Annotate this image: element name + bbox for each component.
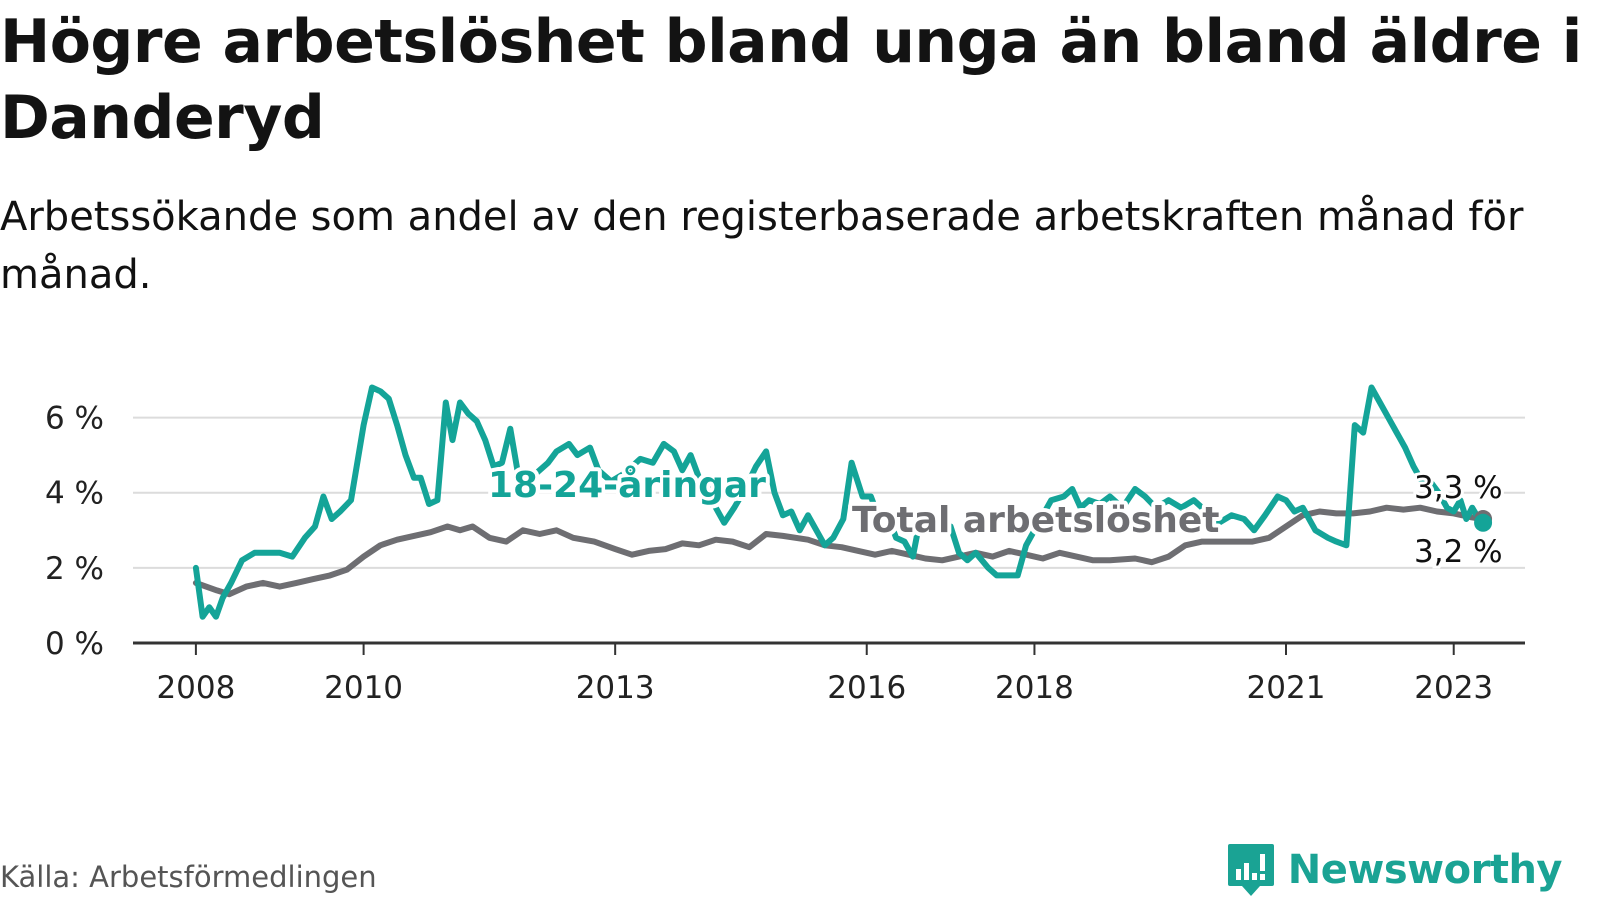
series-line-total	[192, 504, 1487, 598]
x-tick-label: 2016	[827, 670, 906, 706]
end-label-total: 3,2 %	[1414, 534, 1503, 570]
newsworthy-logo-icon	[1227, 844, 1274, 896]
y-tick-label: 2 %	[45, 551, 104, 587]
y-axis: 0 % 2 % 4 % 6 %	[45, 401, 104, 662]
series-label-youth: 18-24-åringar	[488, 465, 766, 506]
source-note: Källa: Arbetsförmedlingen	[0, 860, 377, 894]
chart-title: Högre arbetslöshet bland unga än bland ä…	[0, 7, 1582, 153]
chart-subtitle: Arbetssökande som andel av den registerb…	[0, 194, 1524, 298]
x-tick-label: 2010	[324, 670, 403, 706]
line-chart: 0 % 2 % 4 % 6 % 2008 2010 2013 2016 2018 2021 202…	[45, 384, 1525, 706]
series-labels: 18-24-åringar Total arbetslöshet 3,3 % 3,2 …	[484, 461, 1506, 573]
y-tick-label: 0 %	[45, 626, 104, 662]
series-lines	[192, 384, 1493, 620]
y-tick-label: 4 %	[45, 476, 104, 512]
brand-logo[interactable]: Newsworthy	[1226, 842, 1563, 898]
x-tick-label: 2018	[995, 670, 1074, 706]
series-line-youth	[192, 384, 1487, 620]
end-label-youth: 3,3 %	[1414, 470, 1503, 506]
y-tick-label: 6 %	[45, 401, 104, 437]
x-axis: 2008 2010 2013 2016 2018 2021 2023	[133, 641, 1525, 706]
x-tick-label: 2021	[1247, 670, 1326, 706]
series-label-total: Total arbetslöshet	[852, 500, 1220, 541]
end-dot-youth	[1474, 513, 1493, 532]
x-tick-label: 2023	[1414, 670, 1493, 706]
x-tick-label: 2013	[576, 670, 655, 706]
brand-name: Newsworthy	[1287, 847, 1563, 893]
x-tick-label: 2008	[156, 670, 235, 706]
